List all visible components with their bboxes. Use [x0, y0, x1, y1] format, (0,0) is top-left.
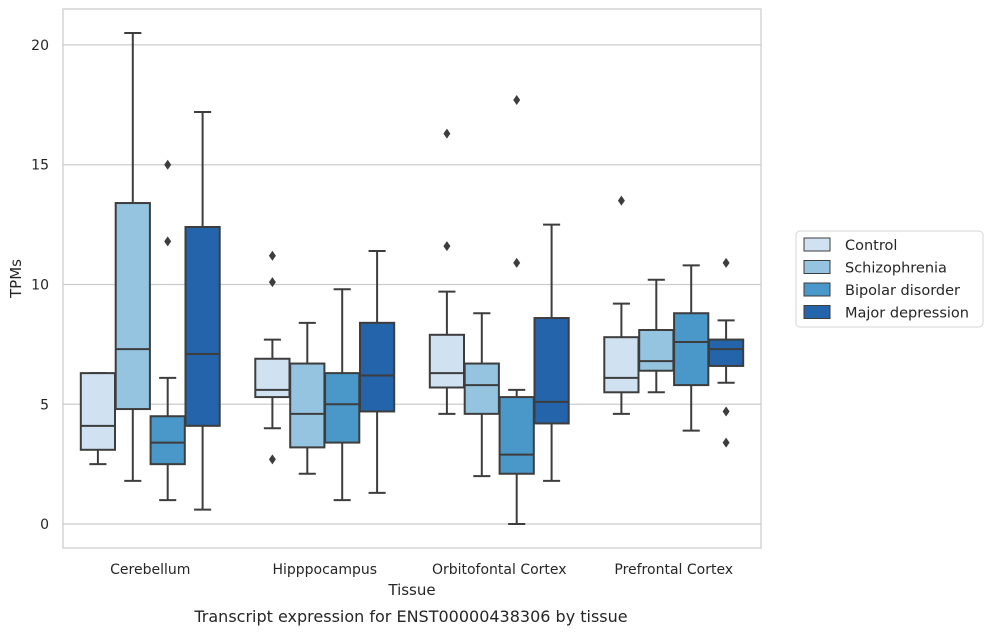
x-axis-ticks: Cerebellum Hipppocampus Orbitofontal Corte… — [110, 562, 733, 578]
box-iqr — [324, 372, 361, 444]
box-iqr — [463, 362, 500, 415]
plot-frame — [62, 8, 762, 549]
grid-lines — [63, 44, 761, 525]
box-schizophrenia — [289, 321, 326, 475]
box-bipolar-disorder — [149, 159, 186, 502]
box-iqr — [673, 312, 710, 387]
box-major-depression — [184, 111, 221, 511]
legend: Control Schizophrenia Bipolar disorder Majo… — [795, 230, 984, 328]
box-iqr — [358, 321, 396, 413]
box-iqr — [114, 202, 151, 411]
outlier-point — [443, 241, 451, 252]
box-major-depression — [358, 249, 396, 494]
outlier-point — [513, 257, 521, 268]
legend-swatch — [803, 305, 831, 319]
box-control — [603, 195, 640, 415]
outlier-point — [164, 236, 172, 247]
box-iqr — [498, 396, 535, 475]
box-schizophrenia — [114, 31, 151, 482]
box-iqr — [638, 329, 675, 372]
legend-label: Control — [845, 238, 897, 254]
y-axis-ticks: 0 5 10 15 20 — [31, 38, 49, 533]
y-tick-label: 0 — [40, 517, 49, 533]
y-tick-label: 20 — [31, 38, 49, 54]
box-control — [428, 128, 466, 415]
outlier-point — [268, 454, 276, 465]
box-control — [254, 250, 291, 465]
box-plots — [79, 31, 745, 526]
box-iqr — [603, 336, 640, 394]
box-control — [79, 372, 117, 466]
x-tick-label: Orbitofontal Cortex — [432, 562, 567, 578]
x-tick-label: Prefrontal Cortex — [614, 562, 733, 578]
legend-swatch — [803, 260, 831, 274]
outlier-point — [268, 250, 276, 261]
box-iqr — [707, 338, 745, 367]
outlier-point — [513, 95, 521, 106]
box-schizophrenia — [638, 278, 675, 394]
legend-label: Major depression — [845, 306, 969, 322]
y-tick-label: 15 — [31, 158, 49, 174]
legend-frame — [795, 230, 984, 328]
box-iqr — [289, 362, 326, 449]
outlier-point — [268, 277, 276, 288]
box-schizophrenia — [463, 312, 500, 478]
box-iqr — [533, 317, 570, 425]
y-axis-label: TPMs — [7, 259, 25, 299]
box-major-depression — [707, 257, 745, 448]
x-axis-label: Tissue — [387, 581, 435, 599]
box-iqr — [254, 357, 291, 399]
box-bipolar-disorder — [498, 95, 535, 526]
box-major-depression — [533, 223, 570, 482]
outlier-point — [164, 159, 172, 170]
chart-caption: Transcript expression for ENST0000043830… — [193, 607, 627, 626]
outlier-point — [722, 406, 730, 417]
outlier-point — [617, 195, 625, 206]
outlier-point — [722, 257, 730, 268]
outlier-point — [443, 128, 451, 139]
legend-swatch — [803, 237, 831, 252]
outlier-point — [722, 437, 730, 448]
box-iqr — [428, 333, 466, 389]
y-tick-label: 10 — [31, 277, 49, 293]
legend-label: Schizophrenia — [845, 261, 947, 277]
x-tick-label: Cerebellum — [110, 562, 190, 578]
legend-label: Bipolar disorder — [845, 283, 960, 299]
x-tick-label: Hipppocampus — [272, 562, 377, 578]
legend-swatch — [803, 282, 831, 297]
box-bipolar-disorder — [673, 264, 710, 432]
box-iqr — [184, 225, 221, 427]
box-iqr — [149, 415, 186, 466]
box-bipolar-disorder — [324, 288, 361, 502]
box-iqr — [79, 372, 117, 451]
y-tick-label: 5 — [40, 397, 49, 413]
